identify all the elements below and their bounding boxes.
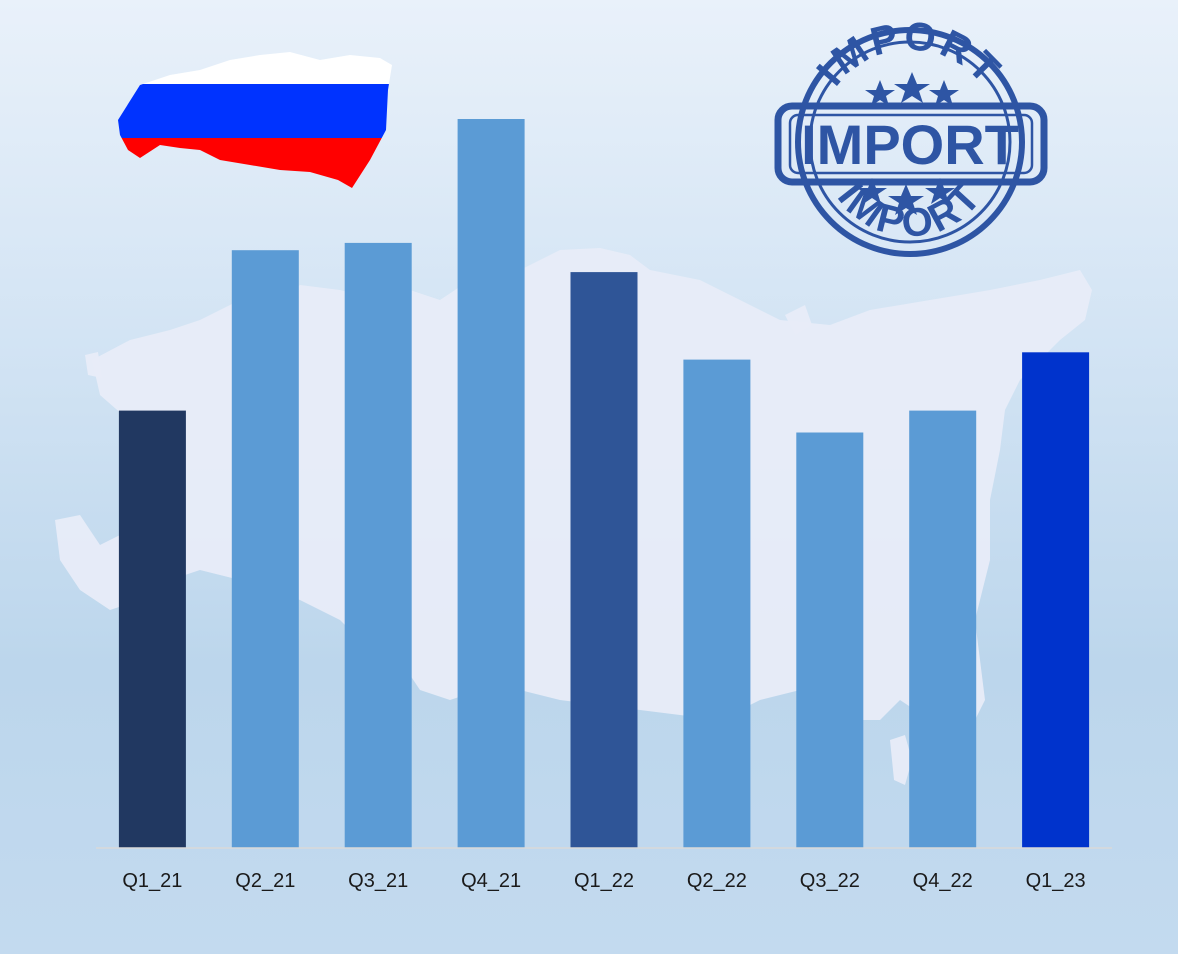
stamp-center-text: IMPORT: [801, 113, 1019, 176]
bar-q4-21: [457, 119, 525, 848]
stamp-stars-icon: [857, 72, 959, 215]
x-tick-labels: Q1_21 Q2_21 Q3_21 Q4_21 Q1_22 Q2_22 Q3_22 Q4_22…: [122, 870, 1085, 892]
x-tick-label-q4-21: Q4_21: [461, 870, 521, 892]
x-tick-label-q4-22: Q4_22: [913, 870, 973, 892]
x-tick-label-q1-23: Q1_23: [1026, 870, 1086, 892]
bar-q1-23: [1022, 352, 1090, 848]
bars-group: [118, 119, 1090, 849]
bar-q2-22: [683, 359, 751, 848]
bar-q1-22: [570, 272, 638, 849]
russia-flag-map-icon: [118, 52, 392, 188]
x-tick-label-q1-21: Q1_21: [122, 870, 182, 892]
bar-q1-21: [118, 410, 186, 848]
x-tick-label-q1-22: Q1_22: [574, 870, 634, 892]
bar-q2-21: [231, 250, 299, 848]
import-stamp-icon: IMPORT IMPORT IMPORT: [774, 14, 1048, 257]
x-tick-label-q2-21: Q2_21: [235, 870, 295, 892]
x-tick-label-q3-22: Q3_22: [800, 870, 860, 892]
bar-q3-21: [344, 242, 412, 848]
x-tick-label-q2-22: Q2_22: [687, 870, 747, 892]
bar-q4-22: [909, 410, 977, 848]
bar-q3-22: [796, 432, 864, 848]
x-tick-label-q3-21: Q3_21: [348, 870, 408, 892]
